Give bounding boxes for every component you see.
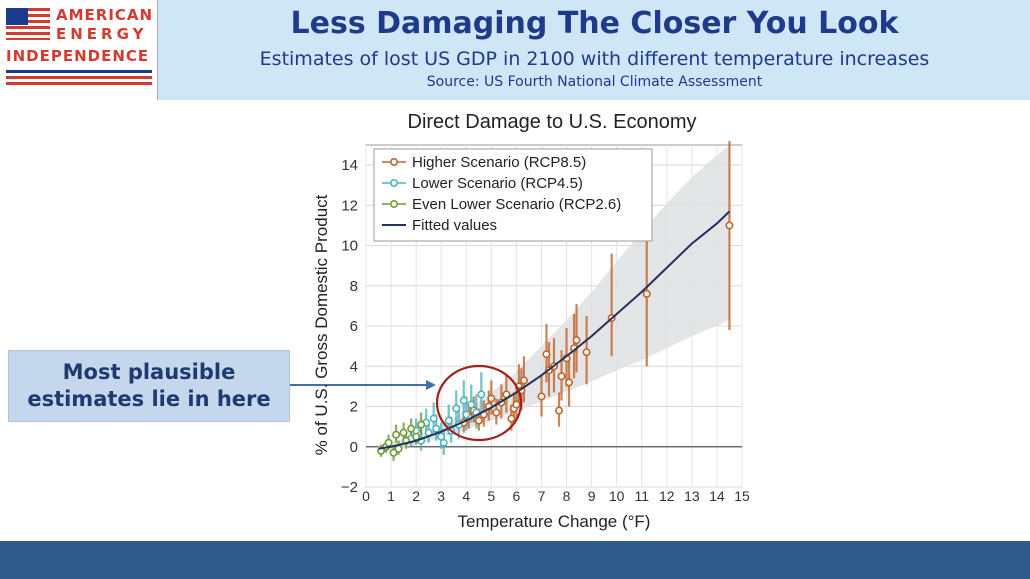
page-subtitle: Estimates of lost US GDP in 2100 with di… (259, 48, 930, 70)
x-tick-label: 4 (462, 488, 470, 504)
higher-scenario-point (572, 336, 581, 345)
logo-line-1: AMERICAN (56, 6, 154, 24)
us-flag-icon (6, 8, 50, 40)
x-tick-label: 9 (588, 488, 596, 504)
even-lower-scenario-point (389, 448, 398, 457)
y-tick-label: −2 (341, 479, 358, 496)
y-tick-label: 2 (350, 399, 358, 416)
logo-line-3: INDEPENDENCE (6, 47, 150, 65)
y-tick-label: 4 (350, 358, 358, 375)
y-tick-label: 8 (350, 278, 358, 295)
x-axis-label: Temperature Change (°F) (458, 512, 651, 531)
lower-scenario-point (432, 424, 441, 433)
x-tick-label: 5 (487, 488, 495, 504)
highlight-circle (435, 364, 523, 442)
legend-swatch-marker (389, 200, 398, 209)
higher-scenario-point (507, 414, 516, 423)
callout-line-2: estimates lie in here (27, 387, 271, 411)
y-tick-label: 0 (350, 439, 358, 456)
callout-arrow-head (426, 380, 436, 390)
y-tick-label: 6 (350, 318, 358, 335)
higher-scenario-point (642, 289, 651, 298)
x-tick-label: 10 (609, 488, 625, 504)
callout-box: Most plausible estimates lie in here (8, 350, 290, 422)
legend-label: Lower Scenario (RCP4.5) (412, 175, 583, 192)
higher-scenario-point (487, 394, 496, 403)
higher-scenario-point (542, 350, 551, 359)
lower-scenario-point (462, 410, 471, 419)
footer-bar (0, 541, 1030, 579)
legend-swatch-marker (389, 158, 398, 167)
x-tick-label: 3 (437, 488, 445, 504)
lower-scenario-point (467, 400, 476, 409)
x-tick-label: 15 (734, 488, 750, 504)
x-tick-label: 8 (563, 488, 571, 504)
header-banner: Less Damaging The Closer You Look Estima… (157, 0, 1030, 100)
logo-line-2: ENERGY (56, 25, 148, 43)
even-lower-scenario-point (392, 430, 401, 439)
y-axis-label: % of U.S. Gross Domestic Product (312, 194, 331, 455)
source-note: Source: US Fourth National Climate Asses… (426, 74, 763, 90)
chart-title: Direct Damage to U.S. Economy (408, 111, 697, 133)
legend-box (373, 148, 653, 242)
higher-scenario-point (519, 376, 528, 385)
legend: Higher Scenario (RCP8.5) Lower Scenario (… (373, 148, 653, 242)
higher-scenario-point (474, 416, 483, 425)
higher-scenario-point (725, 221, 734, 230)
legend-label: Even Lower Scenario (RCP2.6) (412, 196, 621, 213)
lower-scenario-point (444, 416, 453, 425)
x-tick-label: 1 (387, 488, 395, 504)
even-lower-scenario-point (417, 420, 426, 429)
lower-scenario-point (439, 438, 448, 447)
logo-wordmark: AMERICAN ENERGY INDEPENDENCE (6, 6, 154, 65)
page-title: Less Damaging The Closer You Look (290, 6, 899, 41)
lower-scenario-point (429, 414, 438, 423)
higher-scenario-point (512, 400, 521, 409)
higher-scenario-point (582, 348, 591, 357)
logo-stripes (6, 70, 152, 88)
y-tick-label: 12 (341, 197, 358, 214)
even-lower-scenario-point (384, 438, 393, 447)
y-tick-label: 10 (341, 238, 358, 255)
y-tick-label: 14 (341, 157, 358, 174)
legend-label: Fitted values (412, 217, 497, 234)
higher-scenario-point (537, 392, 546, 401)
lower-scenario-point (477, 390, 486, 399)
logo: AMERICAN ENERGY INDEPENDENCE (0, 0, 157, 100)
higher-scenario-point (555, 406, 564, 415)
x-tick-label: 12 (659, 488, 675, 504)
callout-text: Most plausible estimates lie in here (9, 359, 289, 413)
x-tick-label: 7 (538, 488, 546, 504)
legend-swatch-marker (389, 179, 398, 188)
even-lower-scenario-point (394, 444, 403, 453)
callout-line-1: Most plausible (62, 360, 236, 384)
even-lower-scenario-point (399, 428, 408, 437)
x-tick-label: 13 (684, 488, 700, 504)
x-tick-label: 2 (412, 488, 420, 504)
even-lower-scenario-point (407, 424, 416, 433)
lower-scenario-point (452, 404, 461, 413)
higher-scenario-point (565, 378, 574, 387)
higher-scenario-point (557, 372, 566, 381)
lower-scenario-point (459, 396, 468, 405)
x-tick-label: 6 (513, 488, 521, 504)
legend-label: Higher Scenario (RCP8.5) (412, 154, 586, 171)
x-tick-label: 14 (709, 488, 725, 504)
x-tick-label: 0 (362, 488, 370, 504)
higher-scenario-point (492, 408, 501, 417)
fitted-values-line (378, 210, 731, 450)
x-tick-label: 11 (634, 488, 649, 504)
